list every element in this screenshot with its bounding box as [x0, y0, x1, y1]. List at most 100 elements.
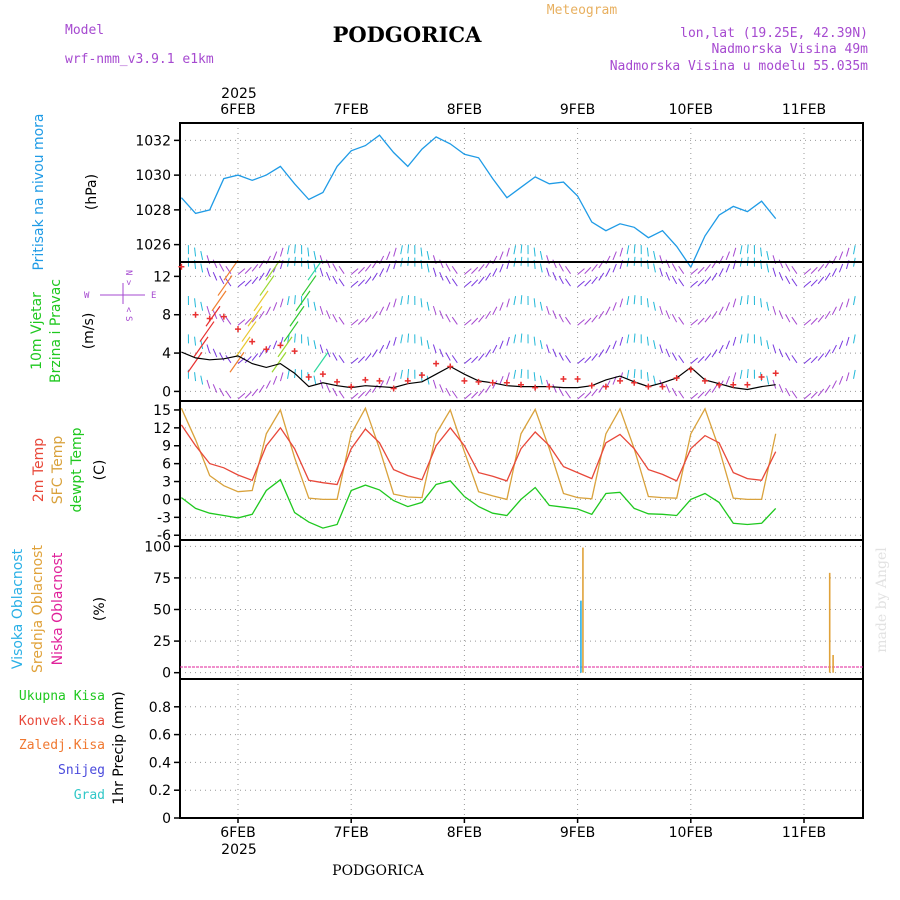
wind-arrow: [287, 296, 290, 306]
wind-arrow: [206, 379, 211, 389]
lonlat-label: lon,lat (19.25E, 42.39N): [680, 26, 868, 41]
wind-arrow: [704, 276, 711, 285]
gust-marker: [192, 311, 199, 318]
wind-arrow: [386, 375, 391, 385]
pressure-panel-frame: [179, 122, 864, 263]
wind-arrow: [350, 280, 359, 288]
precip-unit-label: 1hr Precip (mm): [111, 691, 127, 804]
wind-arrow: [546, 344, 550, 354]
wind-arrow: [393, 298, 397, 308]
wind-arrow: [539, 340, 543, 350]
temp-2m-label: 2m Temp: [31, 438, 47, 502]
gust-marker: [489, 379, 496, 386]
y-tick-label: 3: [162, 475, 171, 491]
wind-arrow: [445, 352, 451, 361]
wind-arrow: [678, 278, 685, 287]
wind-arrow: [313, 301, 317, 311]
wind-arrow: [690, 357, 699, 364]
wind-arrow: [671, 263, 678, 272]
wind-arrow: [212, 348, 218, 358]
wind-arrow: [711, 349, 718, 358]
wind-arrow: [725, 340, 730, 350]
wind-arrow: [420, 247, 423, 257]
wind-arrow: [704, 388, 711, 397]
wind-arrow: [598, 272, 605, 281]
wind-arrow: [619, 336, 624, 346]
wind-arrow: [313, 263, 317, 273]
wind-arrow: [746, 295, 749, 305]
wind-arrow: [824, 349, 831, 358]
wind-arrow: [379, 268, 385, 277]
wind-arrow: [577, 319, 585, 326]
y-tick-label: 12: [153, 269, 171, 285]
wind-arrow: [350, 268, 359, 275]
wind-arrow: [633, 368, 636, 379]
wind-arrow: [426, 301, 430, 311]
wind-arrow: [785, 314, 791, 323]
wind-arrow: [223, 259, 239, 281]
wind-arrow: [471, 391, 479, 399]
wind-arrow: [471, 317, 479, 325]
wind-arrow: [785, 387, 791, 397]
wind-arrow: [697, 317, 705, 325]
compass-arrow-top: >: [123, 280, 133, 286]
wind-arrow: [803, 319, 812, 326]
temperature-panel: -6 -3 03 6 9 12 15 (C) 2m Temp SFC Temp dewpt …: [31, 400, 864, 544]
y-tick-label: 0: [162, 492, 171, 508]
wind-arrow: [671, 387, 678, 397]
wind-arrow: [591, 388, 598, 397]
precip-panel: 0 0.2 0.4 0.6 0.8 1hr Precip (mm) Ukupna Kis…: [19, 678, 864, 827]
wind-arrow: [307, 259, 323, 281]
wind-arrow: [485, 272, 491, 281]
wind-arrow: [838, 375, 844, 385]
wind-arrow: [584, 266, 592, 275]
wind-arrow: [247, 305, 263, 327]
wind-arrow: [265, 259, 281, 281]
wind-arrow: [237, 280, 246, 288]
wind-arrow: [732, 372, 737, 382]
wind-label-line1: 10m Vjetar: [29, 292, 45, 370]
cloud-bar: [582, 547, 584, 673]
wind-arrow: [287, 245, 290, 255]
wind-arrow: [533, 298, 536, 308]
gust-marker: [518, 381, 524, 388]
wind-arrow: [678, 390, 685, 399]
wind-arrow: [824, 272, 831, 281]
wind-arrow: [803, 392, 812, 400]
cloud-bar: [828, 572, 831, 673]
wind-arrow: [364, 388, 372, 397]
wind-arrow: [400, 334, 403, 344]
compass-east: E: [151, 291, 156, 301]
wind-arrow: [791, 316, 798, 325]
wind-arrow: [277, 336, 293, 358]
wind-arrow: [678, 316, 685, 325]
wind-arrow: [817, 314, 825, 323]
wind-arrow: [704, 264, 711, 272]
wind-arrow: [546, 305, 550, 315]
gust-marker: [673, 374, 680, 381]
high-cloud-label: Visoka Oblacnost: [10, 548, 26, 669]
wind-arrow: [558, 314, 564, 323]
sfc-temp-line: [180, 406, 777, 501]
wind-arrow: [432, 267, 437, 277]
gust-marker: [220, 313, 227, 320]
wind-arrow: [772, 267, 777, 277]
wind-arrow: [237, 319, 246, 326]
gust-marker: [588, 382, 595, 389]
wind-arrow: [612, 251, 617, 261]
bottom-date-label: 9FEB: [560, 825, 595, 841]
cloud-unit-label: (%): [92, 597, 108, 621]
bottom-date-label: 7FEB: [333, 825, 368, 841]
wind-arrow: [313, 340, 317, 350]
compass-south: S: [123, 316, 133, 321]
wind-arrow: [485, 349, 491, 358]
wind-arrow: [853, 245, 856, 255]
wind-arrow: [319, 267, 324, 277]
wind-arrow: [350, 392, 359, 400]
wind-arrow: [605, 268, 611, 277]
wind-arrow: [577, 392, 585, 400]
wind-arrow: [307, 247, 310, 257]
mid-cloud-label: Srednja Oblacnost: [30, 545, 46, 673]
wind-arrow: [831, 344, 837, 354]
wind-unit-label: (m/s): [81, 313, 97, 350]
